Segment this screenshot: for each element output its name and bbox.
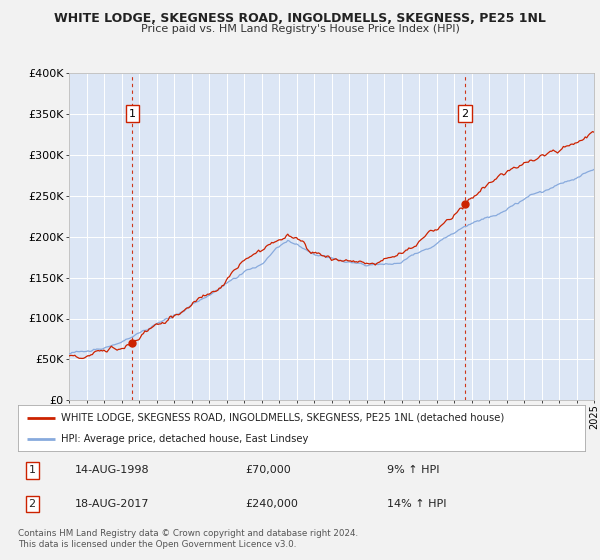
Text: 2: 2 [461,109,469,119]
Text: £240,000: £240,000 [245,499,298,509]
Text: Price paid vs. HM Land Registry's House Price Index (HPI): Price paid vs. HM Land Registry's House … [140,24,460,34]
Text: 1: 1 [129,109,136,119]
Text: 14% ↑ HPI: 14% ↑ HPI [386,499,446,509]
Text: WHITE LODGE, SKEGNESS ROAD, INGOLDMELLS, SKEGNESS, PE25 1NL: WHITE LODGE, SKEGNESS ROAD, INGOLDMELLS,… [54,12,546,25]
Text: 18-AUG-2017: 18-AUG-2017 [75,499,149,509]
Text: £70,000: £70,000 [245,465,290,475]
Text: HPI: Average price, detached house, East Lindsey: HPI: Average price, detached house, East… [61,435,308,444]
Text: Contains HM Land Registry data © Crown copyright and database right 2024.
This d: Contains HM Land Registry data © Crown c… [18,529,358,549]
Text: 2: 2 [29,499,36,509]
Text: 14-AUG-1998: 14-AUG-1998 [75,465,149,475]
Text: 1: 1 [29,465,35,475]
Text: 9% ↑ HPI: 9% ↑ HPI [386,465,439,475]
Text: WHITE LODGE, SKEGNESS ROAD, INGOLDMELLS, SKEGNESS, PE25 1NL (detached house): WHITE LODGE, SKEGNESS ROAD, INGOLDMELLS,… [61,413,504,423]
